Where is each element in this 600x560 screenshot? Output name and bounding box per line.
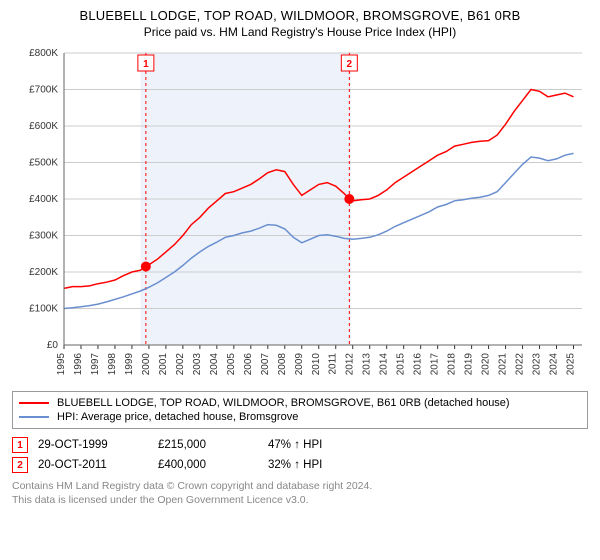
sale-marker: 2 [12,457,28,473]
price-chart-svg: £0 £100K £200K £300K £400K £500K £600K £700K £80… [12,45,588,385]
svg-text:£200K: £200K [29,267,58,278]
sale-price: £400,000 [158,459,258,471]
svg-text:2018: 2018 [447,353,458,376]
svg-text:2008: 2008 [277,353,288,376]
legend-label: BLUEBELL LODGE, TOP ROAD, WILDMOOR, BROM… [57,397,510,409]
svg-text:2005: 2005 [226,353,237,376]
sale-diff: 32% ↑ HPI [268,459,388,471]
svg-text:2004: 2004 [209,353,220,376]
footer-attribution: Contains HM Land Registry data © Crown c… [12,479,588,507]
svg-text:2024: 2024 [549,353,560,376]
svg-text:£500K: £500K [29,158,58,169]
svg-text:2006: 2006 [243,353,254,376]
svg-text:2010: 2010 [311,353,322,376]
svg-text:2014: 2014 [379,353,390,376]
legend-swatch [19,416,49,418]
sale-date: 20-OCT-2011 [38,459,148,471]
svg-text:2009: 2009 [294,353,305,376]
sale-row: 1 29-OCT-1999 £215,000 47% ↑ HPI [12,437,588,453]
svg-text:2002: 2002 [175,353,186,376]
svg-text:1: 1 [143,59,149,70]
svg-text:£300K: £300K [29,231,58,242]
sale-marker: 1 [12,437,28,453]
svg-text:2001: 2001 [158,353,169,376]
svg-text:1999: 1999 [124,353,135,376]
sale-price: £215,000 [158,439,258,451]
sale-diff: 47% ↑ HPI [268,439,388,451]
footer-line-2: This data is licensed under the Open Gov… [12,493,588,507]
svg-text:1998: 1998 [107,353,118,376]
svg-text:1997: 1997 [90,353,101,376]
svg-text:2016: 2016 [413,353,424,376]
sale-row: 2 20-OCT-2011 £400,000 32% ↑ HPI [12,457,588,473]
svg-text:2000: 2000 [141,353,152,376]
svg-text:2013: 2013 [362,353,373,376]
svg-text:2007: 2007 [260,353,271,376]
chart-title: BLUEBELL LODGE, TOP ROAD, WILDMOOR, BROM… [12,8,588,23]
svg-text:2021: 2021 [498,353,509,376]
svg-text:2003: 2003 [192,353,203,376]
svg-text:2019: 2019 [464,353,475,376]
svg-text:2022: 2022 [515,353,526,376]
svg-text:2: 2 [347,59,353,70]
svg-text:£800K: £800K [29,48,58,59]
chart-subtitle: Price paid vs. HM Land Registry's House … [12,25,588,39]
svg-text:2017: 2017 [430,353,441,376]
svg-text:2025: 2025 [566,353,577,376]
sale-date: 29-OCT-1999 [38,439,148,451]
sales-table: 1 29-OCT-1999 £215,000 47% ↑ HPI 2 20-OCT-201… [12,437,588,473]
svg-text:2012: 2012 [345,353,356,376]
legend-item: HPI: Average price, detached house, Brom… [19,410,581,424]
svg-text:£0: £0 [47,340,59,351]
legend: BLUEBELL LODGE, TOP ROAD, WILDMOOR, BROM… [12,391,588,429]
chart-area: £0 £100K £200K £300K £400K £500K £600K £700K £80… [12,45,588,385]
legend-swatch [19,402,49,404]
footer-line-1: Contains HM Land Registry data © Crown c… [12,479,588,493]
legend-label: HPI: Average price, detached house, Brom… [57,411,298,423]
svg-text:1996: 1996 [73,353,84,376]
svg-text:2015: 2015 [396,353,407,376]
svg-text:£600K: £600K [29,121,58,132]
svg-text:1995: 1995 [56,353,67,376]
svg-text:£100K: £100K [29,304,58,315]
legend-item: BLUEBELL LODGE, TOP ROAD, WILDMOOR, BROM… [19,396,581,410]
svg-text:2011: 2011 [328,353,339,375]
svg-text:£700K: £700K [29,85,58,96]
svg-text:£400K: £400K [29,194,58,205]
svg-text:2020: 2020 [481,353,492,376]
svg-text:2023: 2023 [532,353,543,376]
